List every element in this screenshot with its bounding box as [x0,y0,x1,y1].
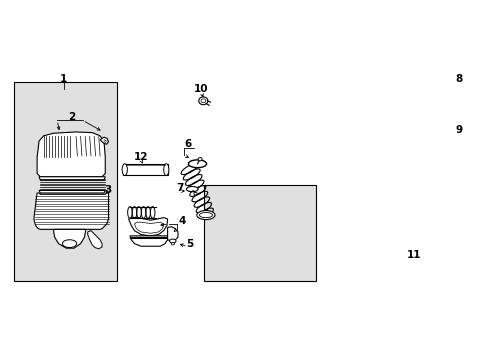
Ellipse shape [188,160,206,168]
Text: 2: 2 [68,112,75,122]
Text: 5: 5 [185,239,193,249]
Text: 4: 4 [178,216,185,226]
Text: 9: 9 [455,125,462,135]
Polygon shape [390,225,419,259]
Ellipse shape [433,136,440,143]
Polygon shape [443,184,464,214]
Polygon shape [39,190,105,193]
Text: 12: 12 [133,152,148,162]
Bar [421,233,430,248]
Polygon shape [87,231,102,249]
Polygon shape [34,193,108,229]
Bar [14,82,117,280]
Polygon shape [448,201,466,211]
Polygon shape [130,236,167,246]
Polygon shape [128,218,167,236]
Polygon shape [438,142,448,162]
Ellipse shape [171,242,174,245]
Ellipse shape [198,97,207,105]
Polygon shape [426,181,443,214]
Ellipse shape [197,211,215,220]
Ellipse shape [169,239,176,243]
Text: 8: 8 [455,75,462,84]
Polygon shape [37,132,105,177]
Ellipse shape [198,158,202,161]
Polygon shape [53,229,85,248]
Ellipse shape [431,229,437,234]
Text: 10: 10 [194,84,208,94]
Text: 11: 11 [406,250,420,260]
Bar [429,235,482,242]
Text: 3: 3 [104,185,111,195]
Polygon shape [439,175,473,223]
Ellipse shape [163,164,168,175]
Polygon shape [167,227,178,241]
Polygon shape [390,268,416,276]
Text: 1: 1 [60,75,67,84]
Ellipse shape [122,164,127,175]
Text: 6: 6 [184,139,192,149]
Bar [203,185,315,280]
Ellipse shape [194,192,197,195]
Polygon shape [429,212,482,259]
Bar [123,164,167,175]
Text: 7: 7 [176,184,183,193]
Polygon shape [100,137,108,144]
Polygon shape [384,196,430,270]
Ellipse shape [445,139,449,143]
Polygon shape [39,177,105,180]
Ellipse shape [186,186,198,192]
